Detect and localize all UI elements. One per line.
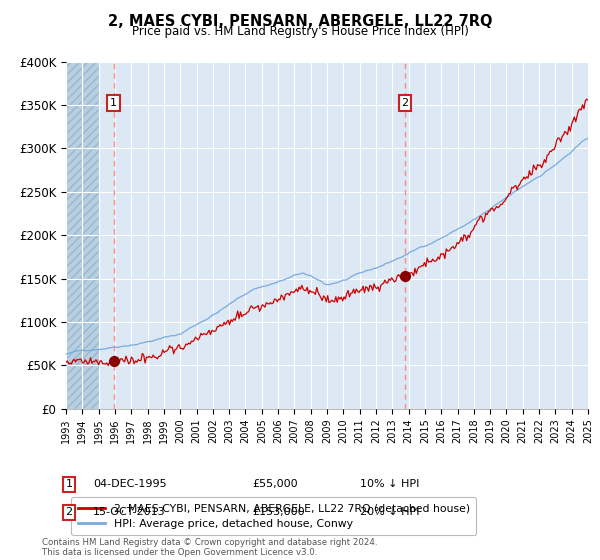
Text: 1: 1 xyxy=(65,479,73,489)
Legend: 2, MAES CYBI, PENSARN, ABERGELE, LL22 7RQ (detached house), HPI: Average price, : 2, MAES CYBI, PENSARN, ABERGELE, LL22 7R… xyxy=(71,497,476,535)
Bar xyxy=(66,62,98,409)
Text: 04-DEC-1995: 04-DEC-1995 xyxy=(93,479,167,489)
Text: 2: 2 xyxy=(401,98,409,108)
Text: £153,000: £153,000 xyxy=(252,507,305,517)
Text: 2, MAES CYBI, PENSARN, ABERGELE, LL22 7RQ: 2, MAES CYBI, PENSARN, ABERGELE, LL22 7R… xyxy=(108,14,492,29)
Text: 2: 2 xyxy=(65,507,73,517)
Text: Contains HM Land Registry data © Crown copyright and database right 2024.
This d: Contains HM Land Registry data © Crown c… xyxy=(42,538,377,557)
Text: 10% ↓ HPI: 10% ↓ HPI xyxy=(360,479,419,489)
Text: 20% ↓ HPI: 20% ↓ HPI xyxy=(360,507,419,517)
Text: £55,000: £55,000 xyxy=(252,479,298,489)
Text: 1: 1 xyxy=(110,98,117,108)
Text: Price paid vs. HM Land Registry's House Price Index (HPI): Price paid vs. HM Land Registry's House … xyxy=(131,25,469,38)
Text: 15-OCT-2013: 15-OCT-2013 xyxy=(93,507,166,517)
